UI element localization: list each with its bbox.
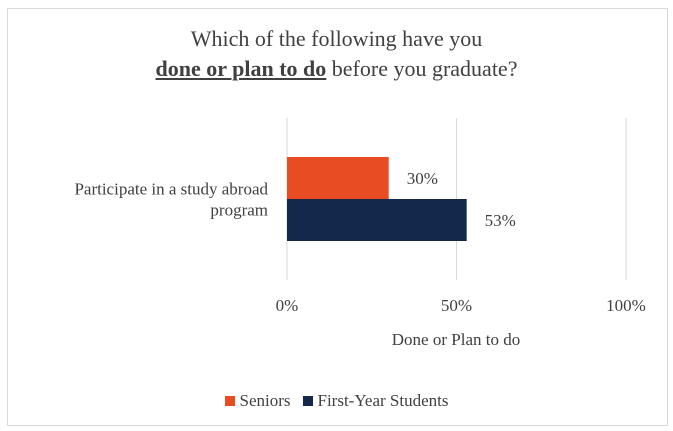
data-label-seniors: 30% — [407, 169, 438, 188]
bars — [287, 157, 467, 241]
category-label: program — [210, 201, 268, 220]
legend-label: First-Year Students — [317, 391, 449, 410]
bar-seniors — [287, 157, 389, 199]
legend-item-seniors: Seniors — [224, 391, 291, 411]
chart-title-rest: before you graduate? — [326, 56, 518, 81]
chart-title-line2: done or plan to do before you graduate? — [0, 54, 673, 84]
legend: Seniors First-Year Students — [0, 391, 673, 411]
x-tick-labels: 0% 50% 100% — [276, 296, 646, 315]
legend-swatch — [302, 396, 313, 406]
bar-first-year-students — [287, 199, 467, 241]
x-tick-label: 0% — [276, 296, 299, 315]
chart-title: Which of the following have you done or … — [0, 24, 673, 84]
legend-item-first-year-students: First-Year Students — [302, 391, 449, 411]
category-labels: Participate in a study abroad program — [74, 180, 268, 220]
category-label: Participate in a study abroad — [74, 180, 268, 199]
x-tick-label: 50% — [441, 296, 472, 315]
data-label-first-year-students: 53% — [485, 211, 516, 230]
chart-title-emphasis: done or plan to do — [155, 56, 327, 81]
legend-label: Seniors — [239, 391, 291, 410]
legend-swatch — [224, 396, 235, 406]
data-labels: 30% 53% — [407, 169, 516, 230]
x-tick-label: 100% — [606, 296, 646, 315]
chart-title-line1: Which of the following have you — [190, 26, 483, 51]
x-axis-title: Done or Plan to do — [392, 330, 520, 349]
